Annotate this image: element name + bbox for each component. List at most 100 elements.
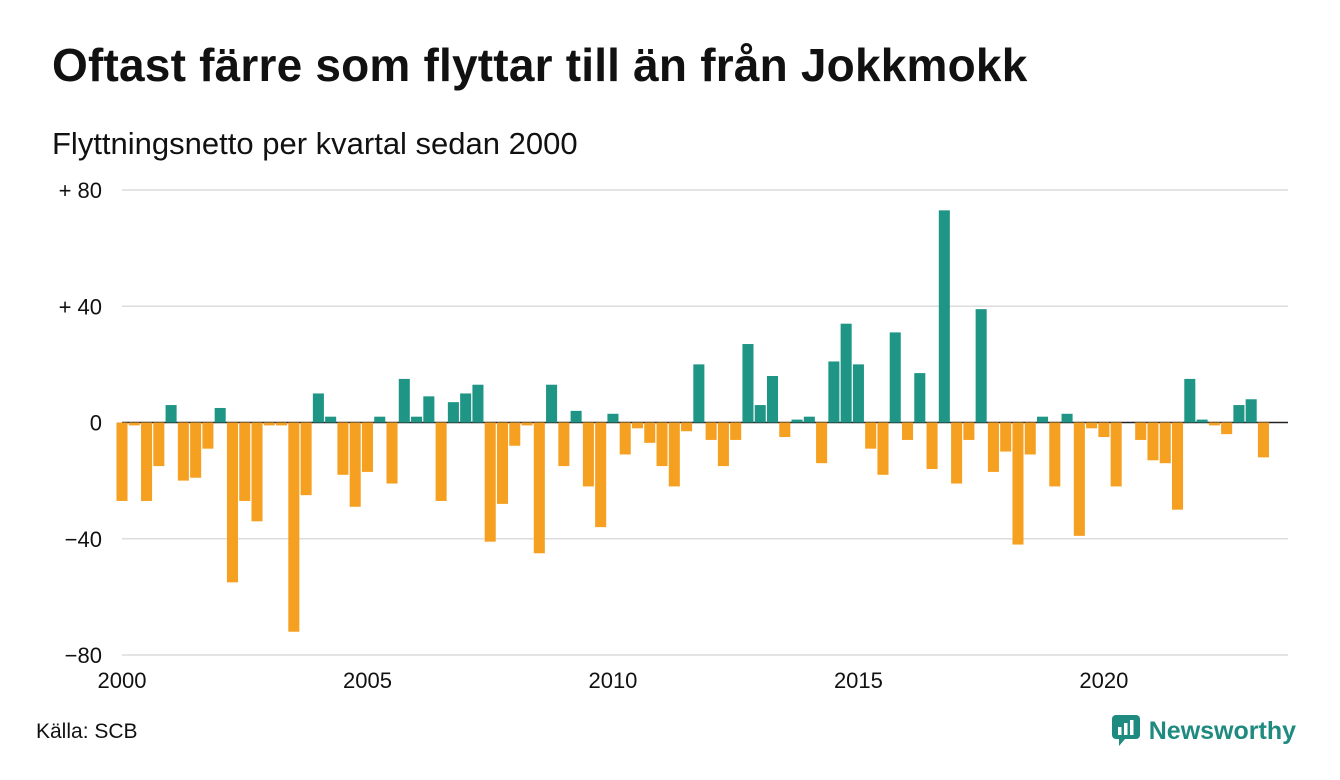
bar bbox=[779, 422, 791, 438]
bar bbox=[484, 422, 496, 542]
bar bbox=[472, 384, 484, 423]
bar bbox=[644, 422, 656, 443]
bar bbox=[717, 422, 729, 467]
bar bbox=[865, 422, 877, 449]
bar bbox=[1208, 422, 1220, 426]
bar bbox=[693, 364, 705, 423]
bar bbox=[214, 407, 226, 423]
bar bbox=[681, 422, 693, 432]
bar bbox=[570, 410, 582, 423]
bar bbox=[546, 384, 558, 423]
bar bbox=[901, 422, 914, 440]
bar bbox=[889, 332, 901, 423]
bar bbox=[521, 422, 533, 426]
bar bbox=[656, 422, 668, 467]
bar bbox=[447, 402, 459, 423]
newsworthy-logo-icon bbox=[1111, 715, 1140, 746]
bar bbox=[423, 396, 435, 423]
bar bbox=[852, 364, 864, 423]
bar bbox=[1184, 378, 1196, 423]
bar bbox=[595, 422, 607, 528]
bar bbox=[337, 422, 349, 475]
bar bbox=[987, 422, 999, 472]
bar bbox=[251, 422, 263, 522]
bar bbox=[411, 416, 423, 423]
bar bbox=[1110, 422, 1122, 487]
bar bbox=[153, 422, 165, 467]
bar bbox=[1024, 422, 1036, 455]
bar bbox=[1147, 422, 1159, 461]
x-tick-label: 2005 bbox=[343, 668, 392, 693]
bar bbox=[582, 422, 594, 487]
bar bbox=[116, 422, 128, 501]
bar bbox=[239, 422, 251, 501]
bar bbox=[975, 309, 987, 423]
bar bbox=[1257, 422, 1269, 458]
bar bbox=[791, 419, 803, 423]
bar bbox=[951, 422, 963, 484]
bar bbox=[1172, 422, 1184, 510]
bar bbox=[202, 422, 214, 449]
bar bbox=[1196, 419, 1208, 423]
bar bbox=[300, 422, 312, 496]
bar bbox=[1012, 422, 1024, 545]
bar bbox=[558, 422, 570, 467]
bar bbox=[926, 422, 938, 469]
bar bbox=[263, 422, 275, 426]
bar bbox=[398, 378, 410, 423]
bar bbox=[1135, 422, 1147, 440]
bar bbox=[766, 376, 779, 423]
bar bbox=[754, 405, 766, 423]
y-tick-label: + 80 bbox=[59, 178, 102, 203]
bar bbox=[312, 393, 324, 423]
bar bbox=[533, 422, 545, 554]
chart-title: Oftast färre som flyttar till än från Jo… bbox=[52, 39, 1028, 91]
bar bbox=[963, 422, 975, 440]
bar bbox=[141, 422, 153, 501]
bar bbox=[177, 422, 189, 481]
bar bbox=[1086, 422, 1098, 429]
bar bbox=[816, 422, 828, 464]
bar bbox=[1049, 422, 1061, 487]
brand-name: Newsworthy bbox=[1148, 716, 1296, 745]
y-tick-label: −80 bbox=[65, 643, 102, 668]
source-note: Källa: SCB bbox=[36, 720, 138, 743]
bar bbox=[828, 361, 840, 423]
bar bbox=[288, 422, 300, 632]
bar bbox=[840, 323, 852, 423]
bar bbox=[730, 422, 742, 440]
bar bbox=[1245, 399, 1257, 423]
bar bbox=[668, 422, 680, 487]
x-axis-labels: 2000 2005 2010 2015 2020 bbox=[98, 668, 1129, 693]
bar bbox=[276, 422, 288, 426]
bar bbox=[1098, 422, 1110, 438]
bar bbox=[435, 422, 447, 501]
bar bbox=[190, 422, 202, 478]
bar bbox=[1061, 413, 1073, 423]
bar bbox=[374, 416, 386, 423]
bar bbox=[496, 422, 509, 504]
chart-subtitle: Flyttningsnetto per kvartal sedan 2000 bbox=[52, 126, 578, 161]
bar bbox=[631, 422, 644, 429]
bar bbox=[349, 422, 361, 507]
x-tick-label: 2015 bbox=[834, 668, 883, 693]
bar bbox=[1037, 416, 1049, 423]
bar bbox=[1233, 405, 1245, 423]
bar bbox=[509, 422, 521, 446]
bars-layer bbox=[116, 210, 1269, 632]
bar bbox=[619, 422, 631, 455]
bar bbox=[1073, 422, 1085, 536]
bar bbox=[128, 422, 140, 426]
bar bbox=[460, 393, 472, 423]
bar bbox=[803, 416, 815, 423]
y-tick-label: 0 bbox=[90, 411, 102, 436]
bar bbox=[1159, 422, 1171, 464]
y-tick-label: −40 bbox=[65, 527, 102, 552]
bar bbox=[877, 422, 889, 475]
bar-chart: + 80 + 40 0 −40 −80 2000 2005 2010 2015 2020 bbox=[59, 178, 1288, 693]
bar bbox=[742, 344, 754, 423]
bar bbox=[226, 422, 238, 583]
x-tick-label: 2010 bbox=[588, 668, 637, 693]
bar bbox=[1221, 422, 1233, 435]
brand-logo[interactable]: Newsworthy bbox=[1111, 714, 1296, 748]
